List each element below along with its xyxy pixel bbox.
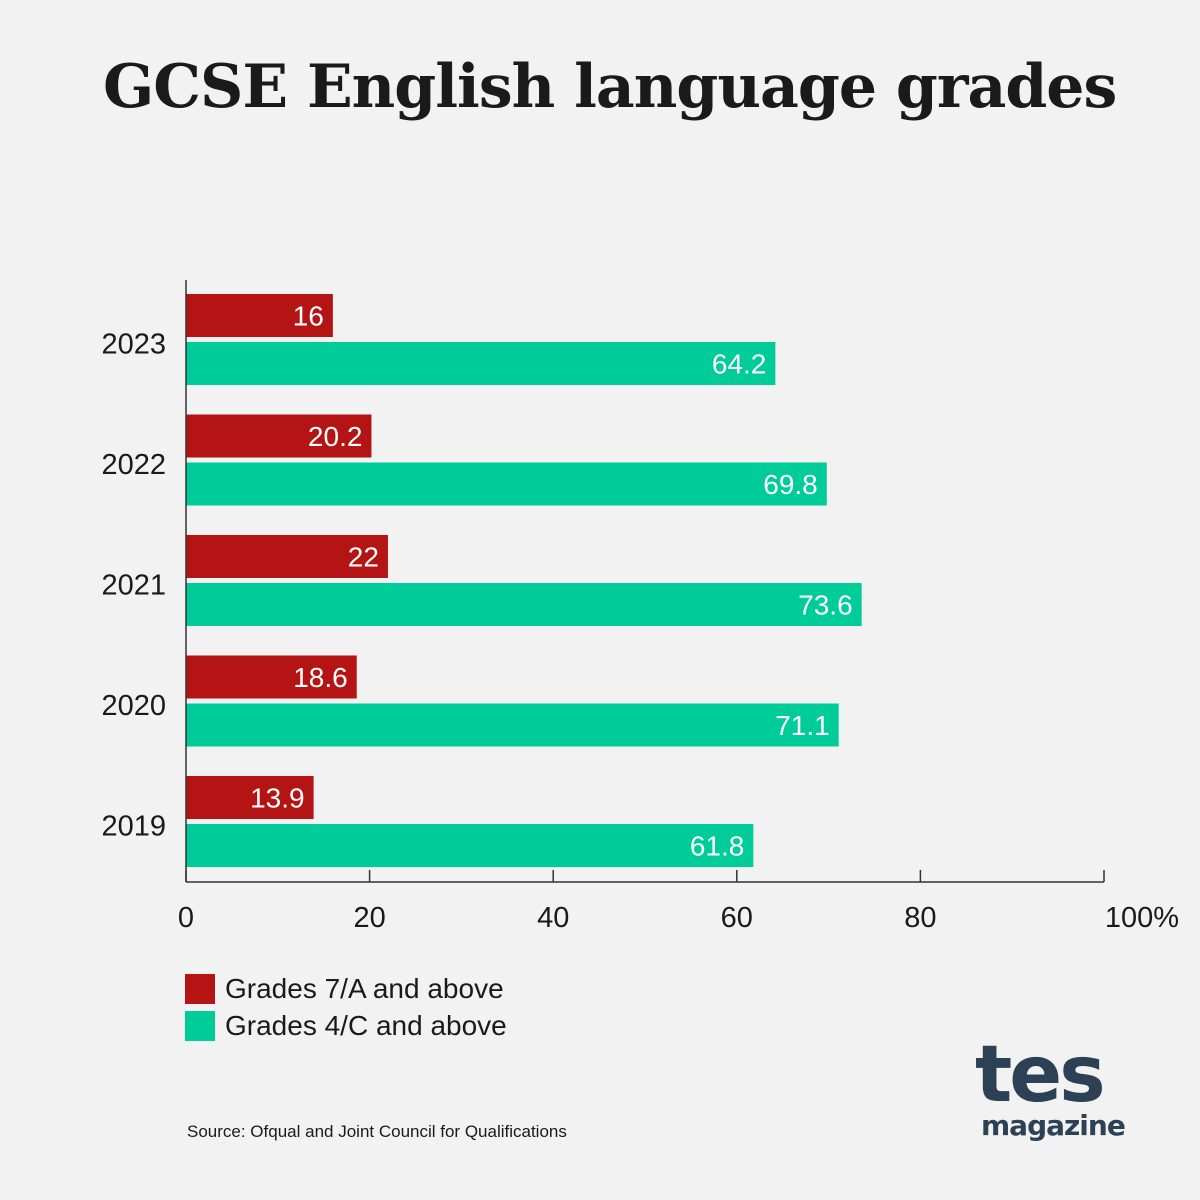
y-category-label: 2021 (101, 570, 166, 602)
bar-value-label: 73.6 (798, 590, 853, 621)
y-category-label: 2019 (101, 811, 166, 843)
bar (186, 342, 776, 385)
y-category-label: 2023 (101, 329, 166, 361)
x-tick-label: 60 (721, 902, 753, 934)
bar-value-label: 16 (293, 301, 324, 332)
bar (186, 776, 314, 819)
chart-title: GCSE English language grades (103, 52, 1117, 122)
bar-value-label: 20.2 (308, 421, 363, 452)
y-category-label: 2022 (101, 449, 166, 481)
legend-item-grades-4c: Grades 4/C and above (185, 1007, 507, 1044)
x-tick-label: 40 (537, 902, 569, 934)
bar (186, 824, 754, 867)
source-note: Source: Ofqual and Joint Council for Qua… (187, 1122, 567, 1141)
bar (186, 583, 862, 626)
bar-value-label: 18.6 (293, 662, 348, 693)
legend: Grades 7/A and above Grades 4/C and abov… (185, 970, 507, 1044)
bar-value-label: 71.1 (775, 710, 830, 741)
logo-subtext: magazine (981, 1109, 1126, 1142)
y-category-label: 2020 (101, 690, 166, 722)
x-tick-label: 20 (353, 902, 385, 934)
bar (186, 703, 839, 747)
x-tick-label: 100% (1105, 902, 1179, 934)
bar (186, 462, 827, 506)
logo-text: tes (975, 1030, 1106, 1120)
bar (186, 414, 372, 458)
x-tick-label: 0 (178, 902, 194, 934)
bar (186, 655, 357, 699)
legend-label-grades-4c: Grades 4/C and above (225, 1009, 507, 1041)
legend-item-grades-7a: Grades 7/A and above (185, 970, 507, 1007)
legend-swatch-grades-4c (185, 1010, 215, 1041)
bar (186, 535, 388, 578)
bar-value-label: 61.8 (690, 831, 745, 862)
x-tick-label: 80 (904, 902, 936, 934)
legend-label-grades-7a: Grades 7/A and above (225, 972, 504, 1004)
bar-value-label: 64.2 (712, 349, 767, 380)
bar-chart: 16 64.2 2023 20.2 69.8 2022 22 73.6 2021 18.6 71.1… (101, 280, 1179, 934)
bar (186, 294, 333, 337)
bar-value-label: 22 (348, 542, 379, 573)
tes-magazine-logo: tes magazine (975, 1030, 1126, 1142)
legend-swatch-grades-7a (185, 973, 215, 1004)
bar-value-label: 13.9 (250, 783, 305, 814)
bar-value-label: 69.8 (763, 469, 818, 500)
